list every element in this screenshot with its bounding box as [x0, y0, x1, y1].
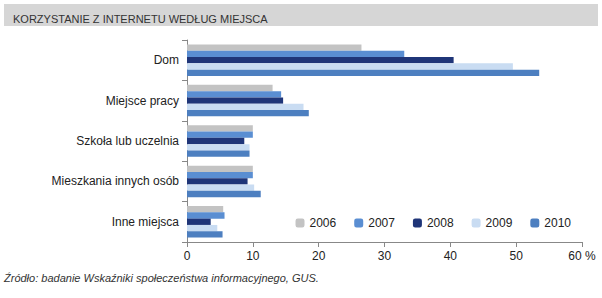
svg-text:2006: 2006: [310, 216, 337, 230]
svg-text:Dom: Dom: [154, 53, 179, 67]
svg-text:30: 30: [378, 249, 392, 263]
svg-text:Źródło: badanie Wskaźniki społ: Źródło: badanie Wskaźniki społeczeństwa …: [3, 272, 319, 284]
svg-text:2007: 2007: [368, 216, 395, 230]
svg-text:2010: 2010: [544, 216, 571, 230]
svg-text:0: 0: [184, 249, 191, 263]
svg-text:2009: 2009: [486, 216, 513, 230]
svg-text:KORZYSTANIE Z INTERNETU WEDŁUG: KORZYSTANIE Z INTERNETU WEDŁUG MIEJSCA: [13, 13, 268, 25]
svg-text:60 %: 60 %: [568, 249, 596, 263]
svg-text:Mieszkania innych osób: Mieszkania innych osób: [52, 174, 180, 188]
svg-text:Szkoła lub uczelnia: Szkoła lub uczelnia: [76, 134, 179, 148]
svg-text:20: 20: [312, 249, 326, 263]
svg-text:Miejsce pracy: Miejsce pracy: [106, 94, 179, 108]
svg-text:2008: 2008: [427, 216, 454, 230]
svg-text:Inne miejsca: Inne miejsca: [112, 215, 180, 229]
svg-text:10: 10: [246, 249, 260, 263]
svg-text:40: 40: [444, 249, 458, 263]
svg-text:50: 50: [509, 249, 523, 263]
